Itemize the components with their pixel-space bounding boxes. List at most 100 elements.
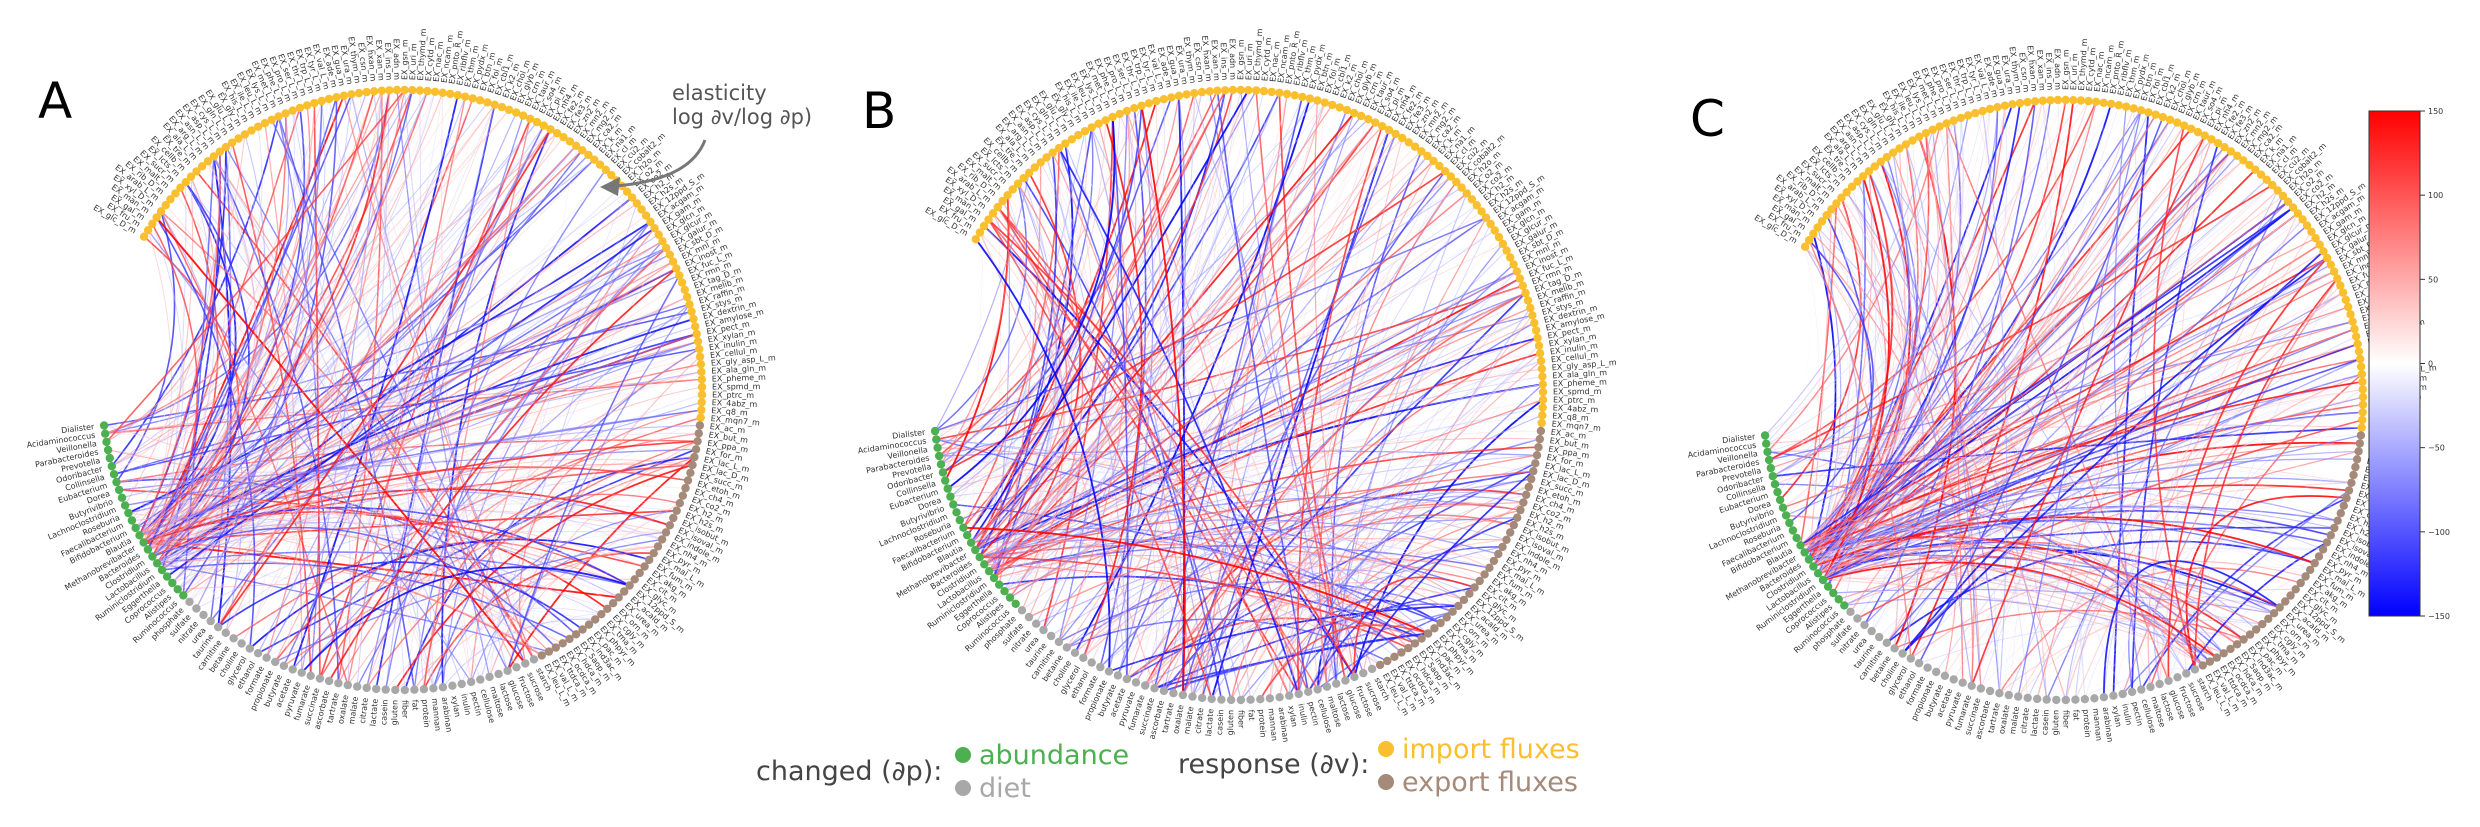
chord-link (396, 89, 491, 678)
chord-link (1269, 501, 1521, 699)
chord-link (988, 415, 1543, 572)
chord-link (1358, 126, 1383, 674)
node-import (654, 230, 663, 239)
chord-link (139, 98, 473, 536)
node-diet (1079, 653, 1088, 662)
node-import (490, 100, 499, 109)
chord-link (945, 178, 1051, 481)
node-import (1537, 364, 1547, 373)
chord-link (217, 98, 474, 628)
chord-link (979, 556, 1416, 645)
chord-link (953, 187, 1462, 505)
node-abundance (162, 572, 172, 581)
chord-link (1108, 89, 1242, 672)
node-import (975, 228, 985, 237)
node-import (2358, 377, 2367, 386)
chord-link (1144, 230, 1496, 686)
chord-link (452, 535, 654, 686)
node-diet (1122, 674, 1132, 684)
node-import (1182, 90, 1191, 99)
node-diet (1332, 679, 1341, 688)
node-import (2008, 100, 2017, 109)
node-import (1259, 86, 1269, 96)
chord-link (1163, 292, 1527, 692)
node-import (2358, 392, 2368, 402)
legend-item-export: export fluxes (1378, 767, 1578, 798)
node-import (1349, 108, 1359, 118)
chord-link (196, 348, 700, 609)
node-import (1328, 100, 1337, 110)
node-diet (1875, 632, 1884, 642)
node-diet (1087, 658, 1096, 667)
chord-link (161, 371, 702, 571)
node-import (221, 142, 231, 152)
colorbar-tick-label: −100 (2428, 528, 2450, 537)
chord-link (143, 174, 612, 543)
node-diet (297, 668, 306, 677)
chord-link (161, 562, 570, 640)
chord-link (970, 195, 1031, 543)
chord-link (489, 241, 663, 677)
node-import (697, 375, 706, 384)
chord-link (1250, 587, 1475, 700)
node-import (1378, 122, 1387, 131)
chord-link (139, 247, 667, 536)
node-diet (206, 616, 215, 626)
chord-link (979, 112, 1355, 558)
chord-link (1320, 110, 1373, 669)
node-diet (485, 672, 494, 682)
node-import (1101, 116, 1110, 125)
node-diet (1032, 619, 1041, 628)
chord-link (939, 285, 1523, 457)
chord-link (414, 625, 550, 690)
node-import (1477, 207, 1486, 216)
chord-link (167, 551, 583, 630)
node-diet (1024, 612, 1034, 622)
node-import (392, 85, 402, 95)
chord-link (177, 209, 642, 590)
chord-link (274, 538, 663, 663)
node-label: EX_pheme_m (712, 373, 767, 384)
chord-link (1163, 99, 1271, 699)
node-export (657, 535, 667, 544)
node-abundance (1785, 518, 1794, 528)
chord-link (356, 90, 390, 687)
chord-link (998, 162, 1042, 585)
node-import (295, 103, 305, 113)
chord-link (1021, 217, 1487, 611)
node-import (590, 155, 599, 164)
chord-link (111, 98, 330, 467)
chord-link (1066, 548, 1494, 648)
node-import (2107, 99, 2116, 109)
node-import (1538, 411, 1547, 420)
node-abundance (1813, 569, 1823, 578)
chord-link (1004, 178, 1058, 592)
chord-link (207, 161, 499, 675)
chord-link (975, 238, 1111, 672)
node-export (1383, 656, 1392, 666)
node-import (227, 138, 237, 147)
node-abundance (127, 516, 137, 525)
export-dot-icon (1378, 773, 1394, 790)
node-diet (1367, 664, 1377, 674)
chord-link (217, 550, 557, 648)
node-diet (245, 644, 254, 653)
node-diet (237, 639, 246, 648)
node-diet (2146, 682, 2155, 692)
node-export (620, 587, 629, 596)
node-diet (334, 679, 343, 688)
chord-link (151, 223, 199, 557)
chord-link (975, 534, 1499, 555)
node-diet (1898, 649, 1907, 658)
node-diet (512, 663, 521, 672)
chord-link (356, 169, 607, 687)
node-export (681, 483, 690, 493)
chord-link (1350, 551, 1490, 677)
node-import (1985, 104, 1995, 114)
node-import (203, 157, 213, 166)
node-diet (1932, 667, 1941, 677)
node-abundance (989, 573, 999, 583)
chord-link (1296, 125, 1383, 694)
node-export (630, 575, 639, 584)
node-diet (214, 622, 223, 632)
